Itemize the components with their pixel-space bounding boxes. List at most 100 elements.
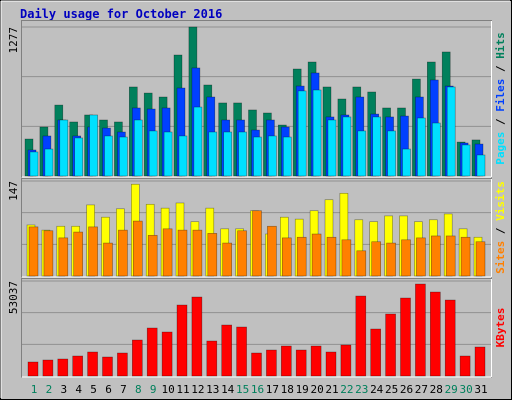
bar	[281, 237, 292, 277]
bar	[429, 291, 441, 377]
x-tick-label: 23	[355, 383, 368, 396]
bar	[357, 130, 367, 177]
bar	[251, 352, 262, 377]
bar	[119, 136, 128, 177]
bar	[310, 345, 322, 377]
bar	[356, 250, 367, 277]
x-tick-label: 8	[135, 383, 142, 396]
bar	[117, 352, 128, 377]
bar	[297, 90, 307, 177]
bar	[341, 239, 352, 277]
legend-entry: Visits	[494, 181, 507, 221]
bar	[444, 299, 456, 377]
bar	[89, 114, 98, 177]
bar	[221, 324, 232, 377]
legend-entry: KBytes	[494, 308, 507, 348]
bar	[311, 233, 322, 277]
bar	[29, 151, 39, 177]
bar	[43, 230, 54, 277]
x-tick-label: 3	[60, 383, 67, 396]
bar	[387, 130, 396, 177]
bar	[147, 234, 158, 277]
bar	[266, 349, 277, 377]
bar	[42, 359, 54, 377]
bar	[326, 236, 337, 277]
bar	[177, 229, 188, 277]
legend-separator: /	[494, 59, 507, 79]
legend-entry: Pages	[494, 132, 507, 165]
bar	[385, 313, 396, 377]
x-tick-label: 29	[445, 383, 458, 396]
x-tick-label: 25	[385, 383, 398, 396]
bar	[72, 355, 83, 377]
x-tick-label: 19	[296, 383, 309, 396]
bar	[430, 235, 441, 277]
bar	[28, 226, 39, 277]
bar	[282, 136, 292, 177]
bar	[163, 131, 173, 177]
x-tick-label: 12	[191, 383, 204, 396]
bar	[222, 242, 232, 277]
bar	[252, 210, 262, 277]
bar	[193, 106, 203, 177]
legend-entry: Hits	[494, 32, 507, 59]
bar	[238, 131, 247, 177]
bar	[206, 340, 218, 377]
bar	[431, 122, 441, 177]
x-tick-label: 21	[325, 383, 338, 396]
bar	[459, 355, 471, 377]
bar	[461, 144, 471, 177]
x-tick-label: 13	[206, 383, 219, 396]
bar	[237, 230, 247, 277]
legend-separator: /	[494, 112, 507, 132]
y-tick-label: 1277	[7, 27, 20, 54]
x-tick-label: 22	[340, 383, 353, 396]
bar	[268, 135, 277, 177]
x-tick-label: 1	[31, 383, 38, 396]
bar	[236, 326, 247, 377]
bar	[191, 296, 203, 377]
bar	[446, 86, 456, 177]
bar	[162, 228, 173, 277]
bar	[460, 236, 471, 277]
x-tick-label: 5	[90, 383, 97, 396]
bar	[88, 226, 98, 277]
bar	[402, 148, 411, 177]
bar	[417, 117, 426, 177]
bar	[87, 351, 98, 377]
bar	[416, 237, 426, 277]
bar	[192, 229, 203, 277]
bar	[325, 351, 337, 377]
bar	[57, 358, 69, 377]
bar	[103, 242, 113, 277]
bar	[267, 225, 277, 277]
bar	[176, 304, 188, 377]
bar	[400, 297, 411, 377]
bar	[296, 236, 307, 277]
bar	[372, 116, 382, 177]
bar	[223, 131, 232, 177]
legend-entry: Files	[494, 79, 507, 112]
x-tick-label: 28	[430, 383, 443, 396]
x-tick-label: 20	[310, 383, 323, 396]
x-tick-label: 6	[105, 383, 112, 396]
bar	[44, 148, 54, 177]
bar	[445, 235, 456, 277]
y-tick-label: 147	[7, 181, 20, 201]
bar	[148, 130, 158, 177]
bar	[474, 346, 486, 377]
bar	[73, 231, 83, 277]
x-tick-label: 10	[161, 383, 174, 396]
bar	[342, 116, 352, 177]
bar	[207, 233, 218, 277]
legend: Pages / Files / Hits	[494, 32, 507, 165]
bar	[370, 328, 382, 377]
bar	[134, 119, 143, 177]
bar	[74, 137, 83, 177]
bar	[327, 119, 337, 177]
x-tick-label: 9	[150, 383, 157, 396]
bar	[401, 239, 411, 277]
x-tick-label: 26	[400, 383, 413, 396]
x-tick-label: 17	[266, 383, 279, 396]
